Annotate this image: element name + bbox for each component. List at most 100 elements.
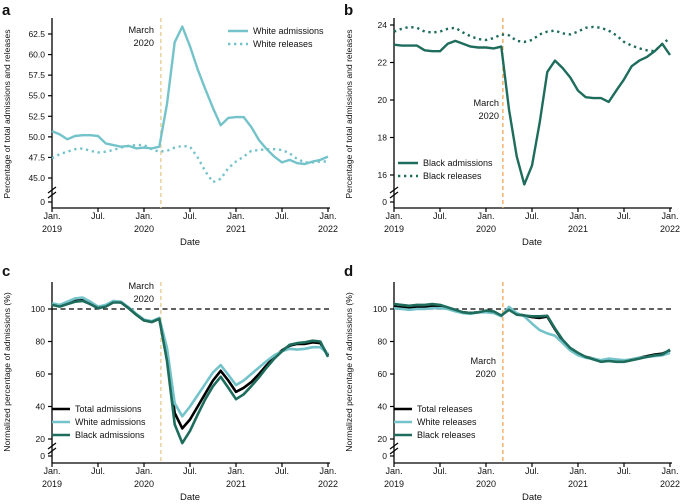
y-tick-label: 100 — [373, 304, 387, 314]
y-tick-label: 55.0 — [28, 91, 45, 101]
axis-break-mark — [389, 186, 399, 194]
y-axis-label: Normalized percentage of admissions (%) — [2, 292, 12, 452]
x-tick-label: Jan. — [385, 211, 402, 221]
panel-b: b Percentage of total admissions and rele… — [344, 2, 680, 248]
x-tick-label: Jan. — [661, 211, 678, 221]
march-2020-annotation: 2020 — [476, 369, 496, 379]
x-tick-year-label: 2020 — [476, 224, 496, 234]
x-tick-year-label: 2020 — [134, 224, 154, 234]
x-axis-label: Date — [180, 237, 200, 248]
y-tick-label: 40 — [36, 402, 46, 412]
x-tick-label: Jul. — [433, 466, 447, 476]
x-tick-label: Jan. — [477, 211, 494, 221]
x-tick-label: Jul. — [91, 466, 105, 476]
series-line-white-releases — [51, 143, 328, 184]
y-tick-label: 62.5 — [28, 29, 45, 39]
y-tick-label: 100 — [31, 304, 45, 314]
y-tick-label: 80 — [36, 337, 46, 347]
x-tick-year-label: 2022 — [318, 224, 338, 234]
x-tick-label: Jul. — [617, 211, 631, 221]
x-axis-label: Date — [180, 492, 200, 503]
y-tick-label: 20 — [378, 95, 388, 105]
x-tick-label: Jan. — [135, 466, 152, 476]
march-2020-annotation: March — [470, 356, 496, 366]
y-tick-label: 40 — [378, 402, 388, 412]
march-2020-annotation: March — [473, 98, 499, 108]
y-tick-label: 20 — [36, 434, 46, 444]
y-tick-label: 24 — [378, 20, 388, 30]
x-tick-year-label: 2019 — [384, 479, 404, 489]
x-axis-label: Date — [522, 492, 542, 503]
x-tick-year-label: 2022 — [660, 479, 680, 489]
y-zero-label: 0 — [40, 197, 45, 207]
legend-label: Total releases — [417, 404, 473, 414]
x-tick-label: Jan. — [43, 466, 60, 476]
legend-label: Black admissions — [75, 430, 145, 440]
series-line-black-releases — [393, 302, 671, 364]
y-axis-label: Percentage of total admissions and relea… — [344, 29, 354, 198]
y-axis-label: Normalized percentage of admissions (%) — [344, 292, 354, 452]
legend-label: White admissions — [253, 26, 324, 36]
x-tick-label: Jul. — [525, 211, 539, 221]
x-tick-label: Jan. — [569, 466, 586, 476]
series-line-black-admissions — [393, 39, 671, 186]
x-tick-label: Jan. — [135, 211, 152, 221]
panel-letter: a — [2, 2, 11, 19]
legend-label: White admissions — [75, 417, 146, 427]
march-2020-annotation: March — [128, 281, 154, 291]
x-tick-label: Jul. — [433, 211, 447, 221]
x-tick-year-label: 2020 — [134, 479, 154, 489]
series-line-white-admissions — [51, 296, 329, 418]
legend-label: Black releases — [423, 171, 482, 181]
panel-a: a Percentage of total admissions and rele… — [2, 2, 338, 248]
x-tick-year-label: 2021 — [226, 224, 246, 234]
y-zero-label: 0 — [382, 451, 387, 461]
series-line-total-releases — [393, 305, 671, 363]
x-tick-label: Jan. — [319, 466, 336, 476]
x-tick-label: Jan. — [227, 466, 244, 476]
panel-letter: d — [344, 263, 353, 280]
x-tick-label: Jul. — [183, 466, 197, 476]
y-tick-label: 52.5 — [28, 111, 45, 121]
y-axis-label: Percentage of total admissions and relea… — [2, 29, 12, 198]
x-tick-label: Jul. — [91, 211, 105, 221]
y-tick-label: 16 — [378, 170, 388, 180]
y-tick-label: 20 — [378, 434, 388, 444]
y-tick-label: 47.5 — [28, 152, 45, 162]
x-tick-year-label: 2021 — [568, 224, 588, 234]
x-tick-label: Jan. — [569, 211, 586, 221]
series-line-white-releases — [393, 305, 671, 362]
march-2020-annotation: 2020 — [134, 294, 154, 304]
legend-label: Black admissions — [423, 158, 493, 168]
x-tick-label: Jan. — [385, 466, 402, 476]
y-tick-label: 60 — [36, 369, 46, 379]
axis-break-mark — [47, 442, 57, 450]
x-tick-year-label: 2021 — [568, 479, 588, 489]
panel-letter: c — [2, 263, 10, 280]
y-tick-label: 80 — [378, 337, 388, 347]
x-tick-year-label: 2019 — [42, 224, 62, 234]
axis-break-mark — [389, 191, 399, 199]
series-line-white-admissions — [51, 25, 329, 166]
legend-label: White releases — [253, 39, 313, 49]
panel-d: d Normalized percentage of admissions (%)… — [344, 263, 680, 503]
x-tick-label: Jan. — [227, 211, 244, 221]
axis-break-mark — [389, 442, 399, 450]
x-tick-year-label: 2019 — [42, 479, 62, 489]
axis-break-mark — [47, 186, 57, 194]
panel-letter: b — [344, 2, 353, 19]
axis-break-mark — [47, 447, 57, 455]
x-tick-label: Jan. — [43, 211, 60, 221]
y-tick-label: 50.0 — [28, 132, 45, 142]
legend-label: Total admissions — [75, 404, 142, 414]
x-tick-year-label: 2022 — [660, 224, 680, 234]
panel-c: c Normalized percentage of admissions (%)… — [2, 263, 338, 503]
y-tick-label: 60 — [378, 369, 388, 379]
x-tick-year-label: 2019 — [384, 224, 404, 234]
x-axis-label: Date — [522, 237, 542, 248]
x-tick-label: Jan. — [661, 466, 678, 476]
x-tick-label: Jul. — [275, 466, 289, 476]
x-tick-label: Jul. — [275, 211, 289, 221]
x-tick-label: Jul. — [617, 466, 631, 476]
